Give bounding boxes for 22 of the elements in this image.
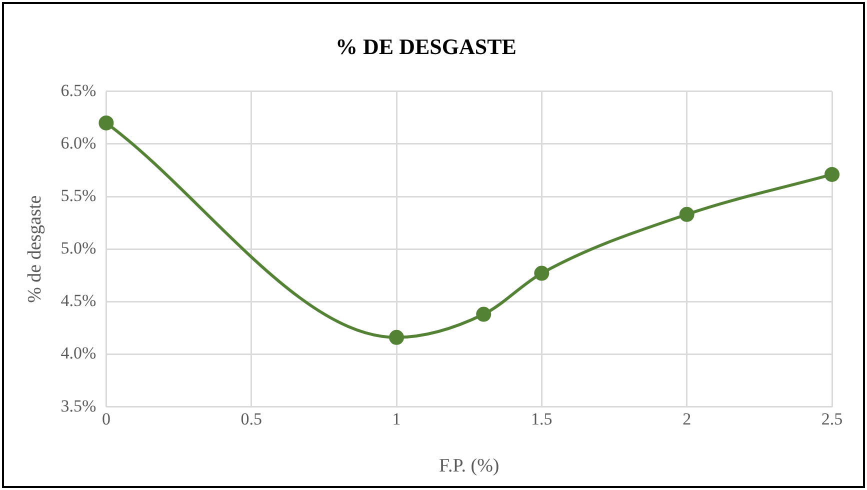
y-tick-label: 6.5%: [60, 80, 96, 100]
x-tick-label: 2: [682, 409, 692, 428]
y-axis-title: % de desgaste: [24, 195, 46, 303]
x-axis-title: F.P. (%): [438, 456, 500, 477]
point: [476, 306, 492, 322]
y-tick-label: 5.5%: [60, 186, 96, 205]
x-tick-label: 1.5: [531, 409, 552, 428]
x-tick-label: 2.5: [821, 409, 843, 428]
y-tick-label: 6.0%: [60, 133, 96, 152]
x-tick-label: 0.5: [240, 409, 262, 428]
chart-title: % DE DESGASTE: [336, 34, 516, 59]
point: [824, 166, 840, 182]
point: [98, 115, 114, 130]
x-tick-label: 0: [102, 409, 110, 428]
point: [534, 266, 550, 281]
y-tick-label: 4.5%: [60, 291, 96, 310]
y-tick-label: 5.0%: [60, 238, 96, 258]
y-tick-label: 3.5%: [60, 396, 96, 416]
y-tick-label: 4.0%: [60, 344, 96, 363]
point: [389, 330, 404, 345]
point: [679, 206, 694, 222]
x-tick-label: 1: [392, 409, 401, 428]
